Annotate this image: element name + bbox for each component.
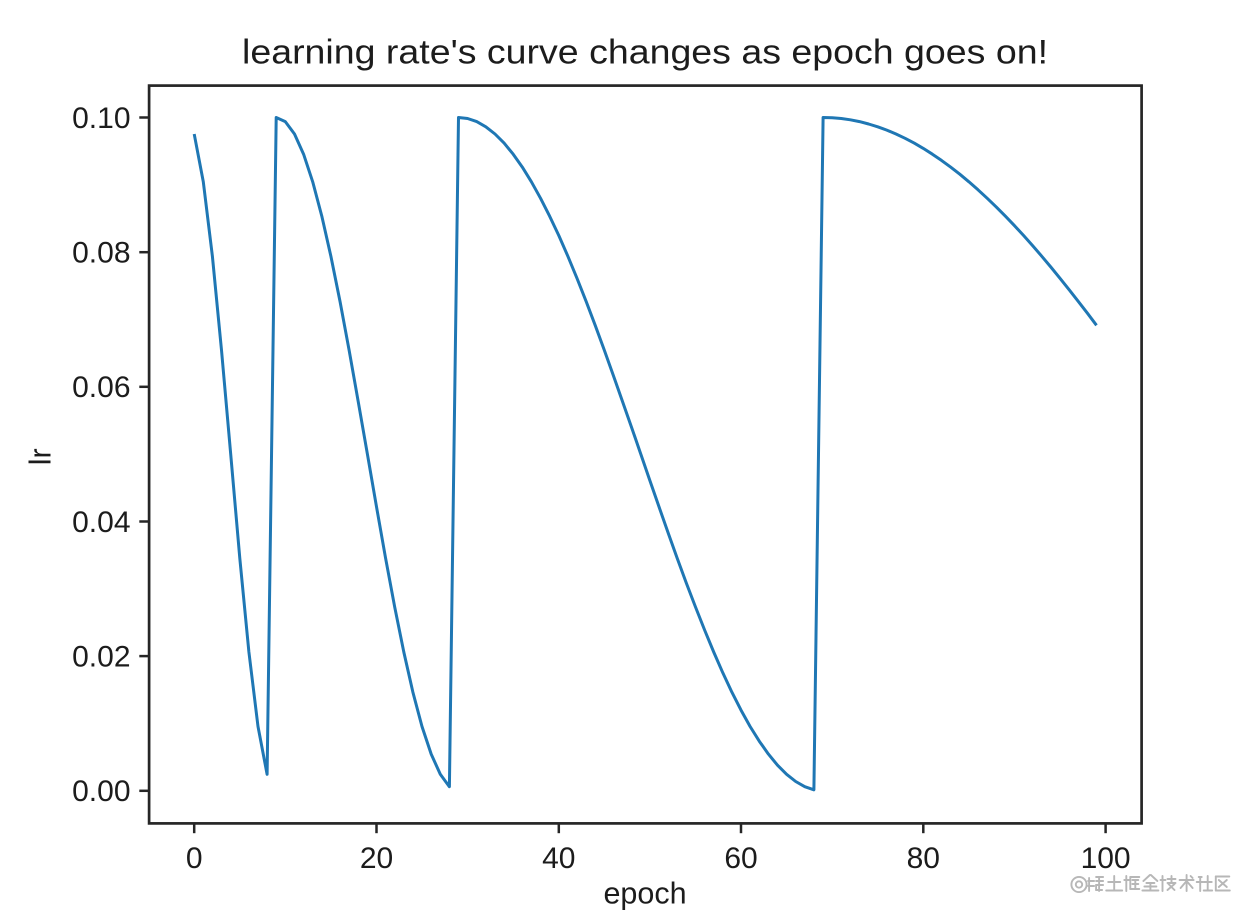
svg-text:0: 0 xyxy=(186,842,203,875)
svg-text:learning rate's curve changes: learning rate's curve changes as epoch g… xyxy=(242,34,1048,72)
svg-text:epoch: epoch xyxy=(603,877,686,911)
svg-text:0.06: 0.06 xyxy=(72,371,130,404)
svg-text:60: 60 xyxy=(724,842,757,875)
svg-text:0.04: 0.04 xyxy=(72,506,130,539)
svg-text:0.08: 0.08 xyxy=(72,237,130,270)
svg-text:0.10: 0.10 xyxy=(72,102,130,135)
svg-text:0.00: 0.00 xyxy=(72,775,130,808)
svg-text:40: 40 xyxy=(542,842,575,875)
svg-text:lr: lr xyxy=(24,448,58,465)
svg-text:80: 80 xyxy=(907,842,940,875)
svg-text:100: 100 xyxy=(1081,842,1131,875)
svg-text:0.02: 0.02 xyxy=(72,640,130,673)
svg-text:20: 20 xyxy=(360,842,393,875)
